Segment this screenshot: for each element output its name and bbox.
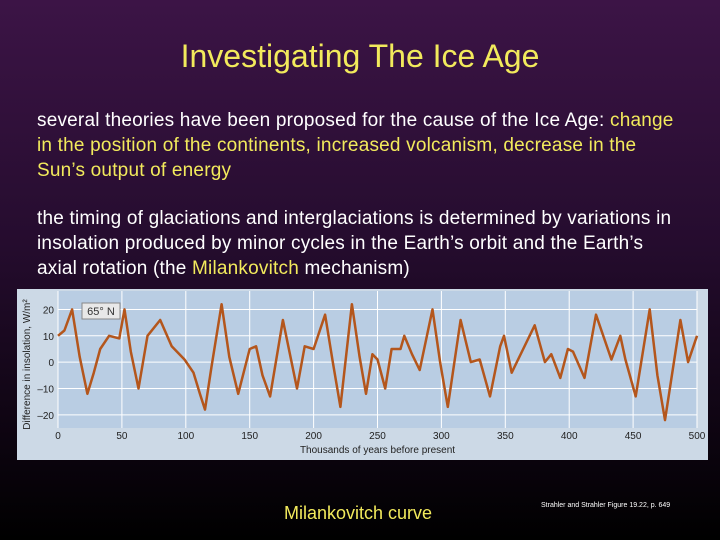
x-tick-label: 500 xyxy=(689,431,706,442)
y-tick-label: 0 xyxy=(48,358,54,369)
y-tick-label: 10 xyxy=(43,332,55,343)
paragraph: the timing of glaciations and interglaci… xyxy=(37,206,677,281)
x-tick-label: 150 xyxy=(241,431,258,442)
x-tick-label: 50 xyxy=(116,431,128,442)
y-tick-label: 20 xyxy=(43,305,55,316)
slide-title: Investigating The Ice Age xyxy=(180,38,540,74)
x-tick-label: 200 xyxy=(305,431,322,442)
x-axis-label: Thousands of years before present xyxy=(300,445,455,456)
caption: Milankovitch curve xyxy=(284,503,433,523)
y-tick-label: –10 xyxy=(37,384,54,395)
line-series xyxy=(57,302,699,422)
annotation: 65° N xyxy=(87,306,115,318)
x-tick-label: 100 xyxy=(177,431,194,442)
citation: Strahler and Strahler Figure 19.22, p. 6… xyxy=(541,502,671,509)
x-tick-label: 300 xyxy=(433,431,450,442)
x-tick-label: 250 xyxy=(369,431,386,442)
y-tick-label: –20 xyxy=(37,411,54,422)
text: the timing of glaciations and interglaci… xyxy=(37,208,672,279)
x-tick-label: 400 xyxy=(561,431,578,442)
x-tick-label: 0 xyxy=(55,431,61,442)
x-tick-label: 450 xyxy=(625,431,642,442)
highlight-text: change in the position of the continents… xyxy=(37,110,674,181)
y-axis-label: Difference in insolation, W/m² xyxy=(22,299,33,430)
x-tick-label: 350 xyxy=(497,431,514,442)
text: several theories have been proposed for … xyxy=(37,110,611,131)
text: mechanism) xyxy=(298,258,410,279)
annotation-box xyxy=(81,302,121,320)
highlight-text: Milankovitch xyxy=(192,258,299,279)
paragraph: several theories have been proposed for … xyxy=(37,108,677,183)
